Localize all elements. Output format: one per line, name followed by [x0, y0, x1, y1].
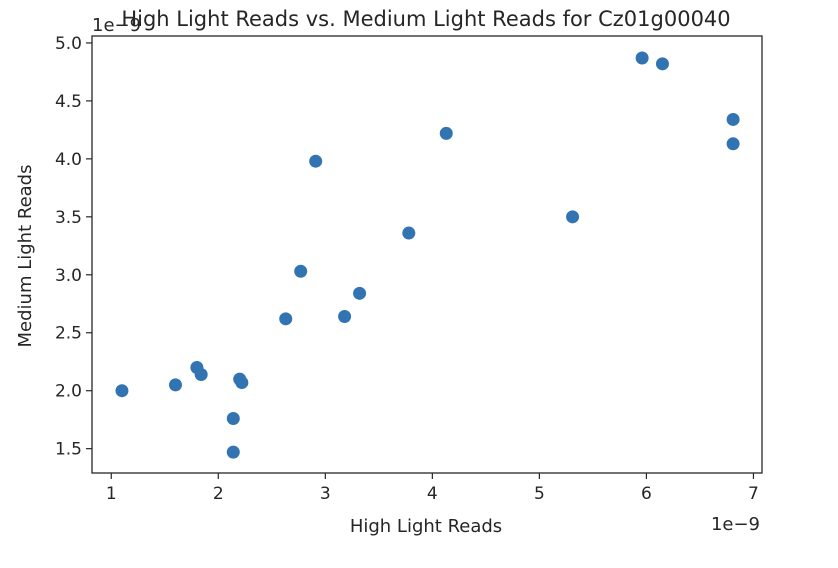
data-point	[168, 378, 182, 392]
x-tick-label: 6	[641, 484, 652, 504]
y-tick-label: 3.5	[55, 208, 82, 228]
x-offset-label: 1e−9	[711, 514, 760, 535]
y-axis-label: Medium Light Reads	[15, 165, 36, 348]
y-axis: 1.5 2.0 2.5 3.0 3.5 4.0 4.5 5.0	[55, 34, 92, 460]
data-point	[635, 51, 649, 65]
data-point	[655, 57, 669, 71]
data-point	[566, 210, 580, 224]
x-axis: 1 2 3 4 5 6 7	[106, 473, 759, 504]
data-point	[226, 412, 240, 426]
y-tick-label: 4.5	[55, 92, 82, 112]
chart-title: High Light Reads vs. Medium Light Reads …	[121, 7, 730, 31]
data-point	[726, 137, 740, 151]
x-tick-label: 5	[534, 484, 545, 504]
y-tick-label: 4.0	[55, 150, 82, 170]
data-point	[309, 154, 323, 168]
data-point	[439, 126, 453, 140]
x-axis-label: High Light Reads	[350, 516, 502, 537]
y-tick-label: 2.5	[55, 324, 82, 344]
data-point	[294, 264, 308, 278]
y-offset-label: 1e−9	[92, 15, 141, 36]
x-tick-label: 4	[427, 484, 438, 504]
y-tick-label: 5.0	[55, 34, 82, 54]
data-points	[115, 51, 740, 459]
data-point	[726, 112, 740, 126]
data-point	[338, 310, 352, 324]
x-tick-label: 1	[106, 484, 117, 504]
x-tick-label: 2	[213, 484, 224, 504]
data-point	[226, 445, 240, 459]
y-tick-label: 1.5	[55, 440, 82, 460]
data-point	[279, 312, 293, 326]
x-tick-label: 7	[748, 484, 759, 504]
data-point	[194, 367, 208, 381]
x-tick-label: 3	[320, 484, 331, 504]
data-point	[115, 384, 129, 398]
data-point	[353, 286, 367, 300]
data-point	[402, 226, 416, 240]
data-point	[235, 376, 249, 390]
y-tick-label: 3.0	[55, 266, 82, 286]
y-tick-label: 2.0	[55, 382, 82, 402]
plot-frame	[91, 35, 763, 474]
